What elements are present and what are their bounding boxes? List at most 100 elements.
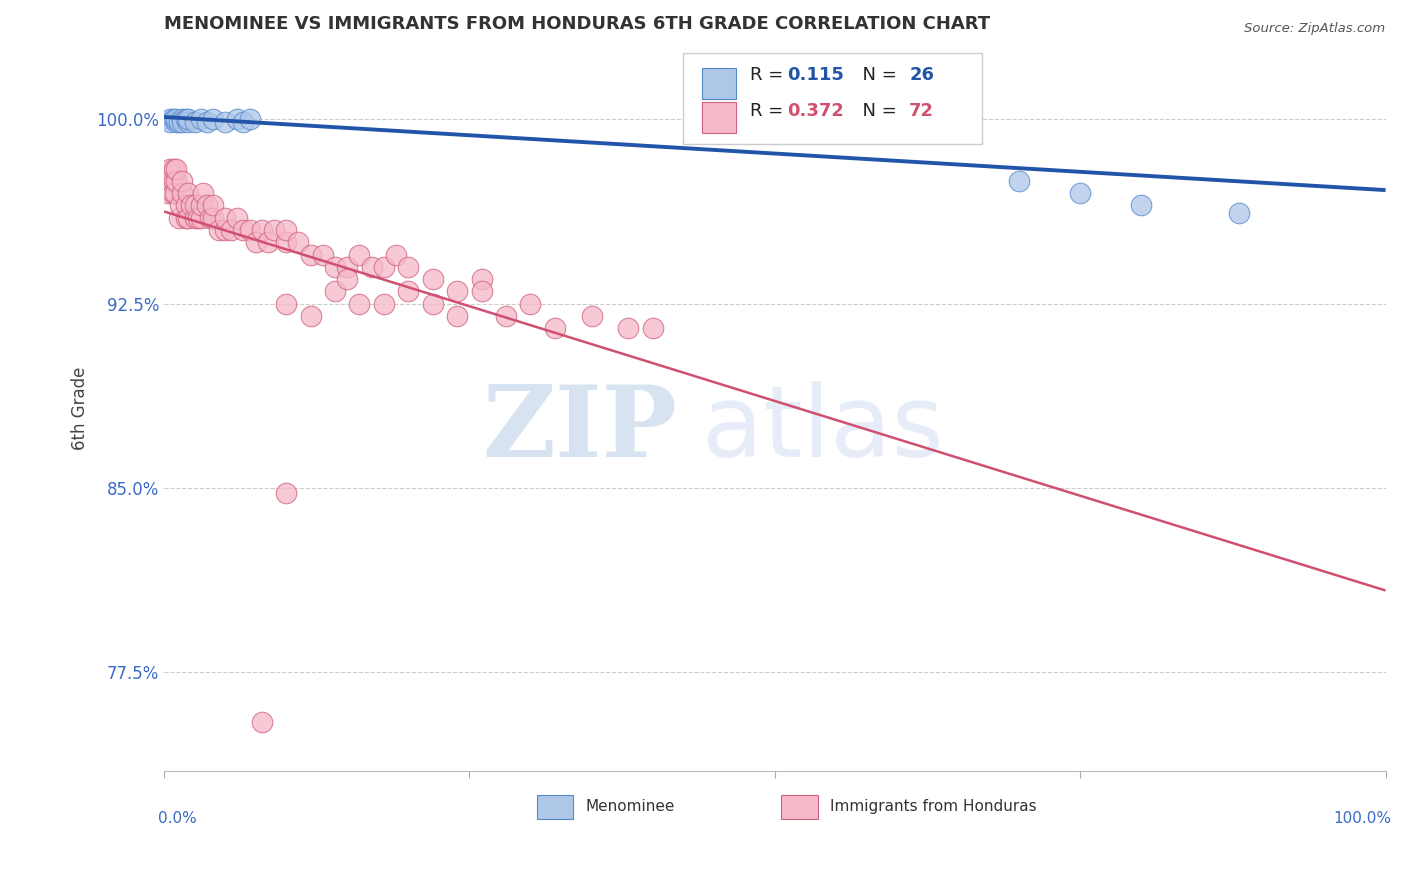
Point: [172, 174, 194, 188]
Point: [1008, 174, 1031, 188]
Text: 0.372: 0.372: [787, 102, 844, 120]
Point: [422, 297, 444, 311]
Point: [336, 260, 359, 274]
Point: [349, 297, 371, 311]
Text: atlas: atlas: [702, 382, 943, 478]
Point: [190, 112, 212, 127]
Bar: [702, 103, 735, 133]
Text: 26: 26: [910, 66, 934, 84]
Point: [219, 223, 242, 237]
Point: [276, 297, 298, 311]
Point: [250, 223, 273, 237]
Point: [471, 285, 494, 299]
Point: [163, 161, 186, 176]
Text: N =: N =: [851, 102, 903, 120]
Text: 72: 72: [910, 102, 934, 120]
Point: [177, 186, 200, 201]
Point: [360, 260, 382, 274]
Y-axis label: 6th Grade: 6th Grade: [72, 367, 89, 450]
Point: [349, 247, 371, 261]
Point: [190, 211, 212, 225]
Point: [177, 115, 200, 129]
Point: [156, 186, 179, 201]
Point: [617, 321, 640, 335]
Point: [190, 198, 212, 212]
Point: [160, 174, 183, 188]
Point: [1227, 206, 1250, 220]
Point: [174, 198, 197, 212]
Point: [167, 211, 190, 225]
Text: 0.115: 0.115: [787, 66, 844, 84]
Point: [238, 112, 260, 127]
Point: [336, 272, 359, 286]
Point: [214, 223, 236, 237]
Point: [174, 112, 197, 127]
Point: [172, 115, 194, 129]
Point: [276, 486, 298, 500]
Point: [167, 115, 190, 129]
Point: [446, 285, 468, 299]
Point: [446, 309, 468, 323]
Point: [312, 247, 335, 261]
Point: [373, 260, 395, 274]
Point: [495, 309, 517, 323]
Point: [165, 112, 187, 127]
Point: [180, 198, 202, 212]
Point: [299, 247, 322, 261]
Point: [163, 112, 186, 127]
Text: R =: R =: [751, 102, 789, 120]
Point: [226, 112, 249, 127]
Point: [373, 297, 395, 311]
Point: [201, 198, 224, 212]
Text: Immigrants from Honduras: Immigrants from Honduras: [830, 799, 1036, 814]
Point: [232, 223, 254, 237]
Text: ZIP: ZIP: [482, 382, 678, 478]
Point: [323, 260, 346, 274]
Point: [183, 211, 205, 225]
Point: [165, 174, 187, 188]
Point: [169, 198, 191, 212]
Text: 100.0%: 100.0%: [1334, 811, 1392, 826]
Point: [177, 112, 200, 127]
Point: [172, 186, 194, 201]
Point: [195, 198, 218, 212]
Point: [1069, 186, 1091, 201]
Point: [946, 112, 969, 127]
Point: [287, 235, 309, 250]
Text: 0.0%: 0.0%: [157, 811, 197, 826]
Text: N =: N =: [851, 66, 903, 84]
Point: [159, 161, 181, 176]
Point: [544, 321, 567, 335]
Point: [183, 115, 205, 129]
Text: R =: R =: [751, 66, 789, 84]
Point: [159, 112, 181, 127]
Point: [323, 285, 346, 299]
Text: MENOMINEE VS IMMIGRANTS FROM HONDURAS 6TH GRADE CORRELATION CHART: MENOMINEE VS IMMIGRANTS FROM HONDURAS 6T…: [165, 15, 990, 33]
Point: [226, 211, 249, 225]
Text: Menominee: Menominee: [585, 799, 675, 814]
Point: [581, 309, 603, 323]
Point: [232, 115, 254, 129]
Point: [385, 247, 408, 261]
Point: [183, 198, 205, 212]
Point: [172, 112, 194, 127]
Point: [825, 112, 848, 127]
Point: [163, 174, 186, 188]
Point: [519, 297, 541, 311]
Bar: [780, 796, 817, 819]
Point: [214, 115, 236, 129]
Point: [641, 321, 664, 335]
Point: [201, 211, 224, 225]
Point: [910, 112, 932, 127]
Text: Source: ZipAtlas.com: Source: ZipAtlas.com: [1244, 22, 1385, 36]
Point: [250, 714, 273, 729]
Point: [396, 285, 419, 299]
Point: [471, 272, 494, 286]
Point: [245, 235, 267, 250]
Point: [276, 235, 298, 250]
Point: [257, 235, 280, 250]
Point: [201, 112, 224, 127]
Point: [1130, 198, 1153, 212]
Point: [177, 211, 200, 225]
FancyBboxPatch shape: [683, 53, 983, 144]
